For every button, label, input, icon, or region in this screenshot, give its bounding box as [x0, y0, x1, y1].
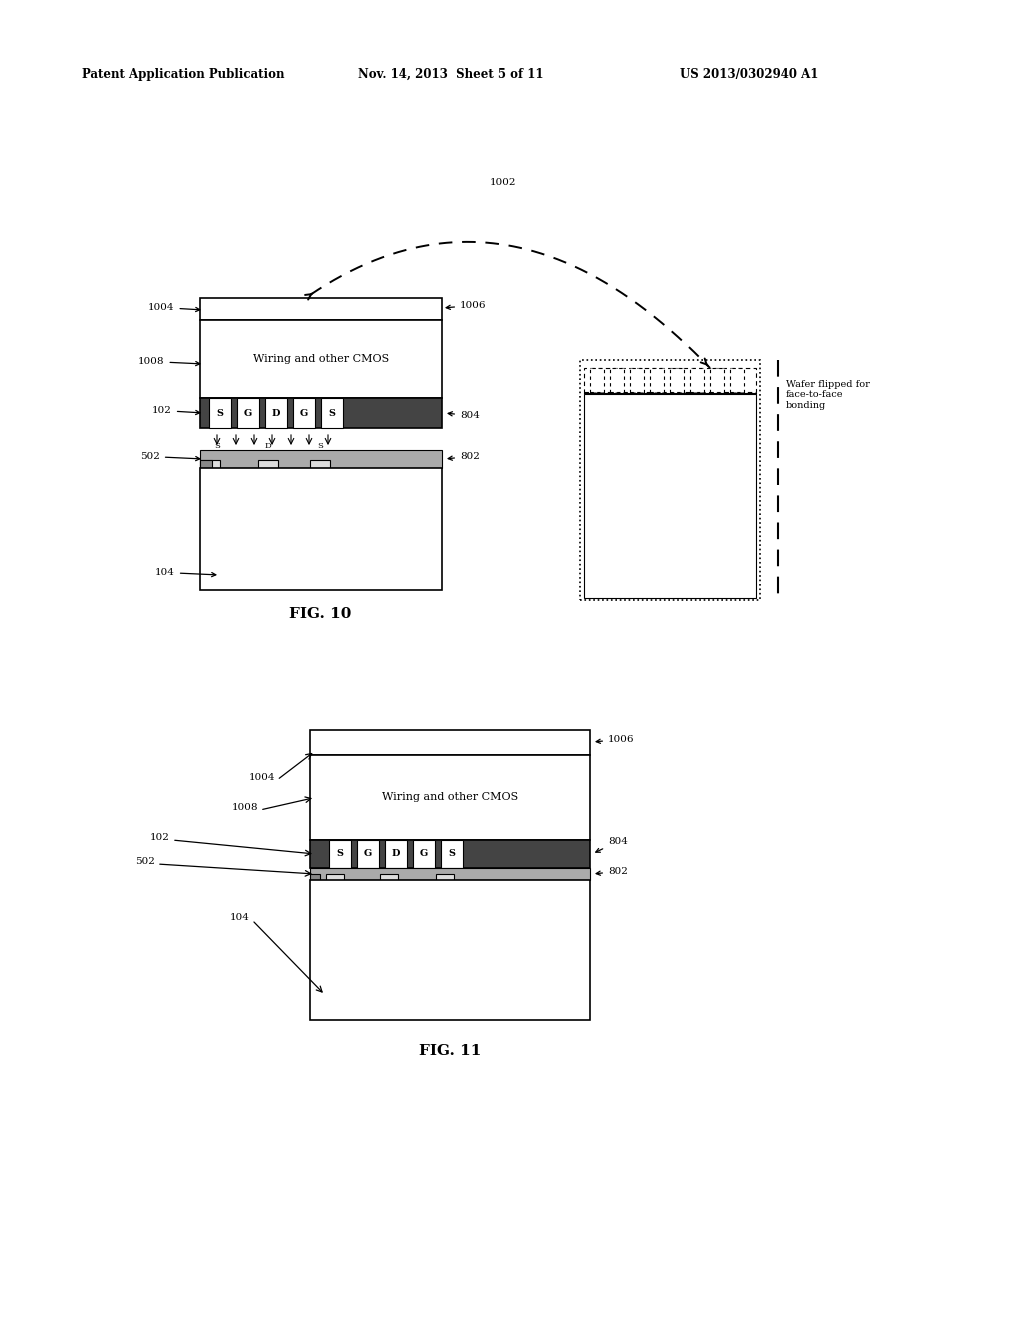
Bar [200, 319, 442, 399]
Bar [413, 840, 435, 869]
Bar [385, 840, 407, 869]
Text: 804: 804 [449, 411, 480, 420]
Text: S: S [329, 408, 336, 417]
Text: FIG. 10: FIG. 10 [289, 607, 351, 620]
Text: S: S [337, 850, 343, 858]
Bar [310, 730, 590, 755]
Text: FIG. 11: FIG. 11 [419, 1044, 481, 1059]
Bar [670, 368, 684, 392]
Text: 1006: 1006 [596, 735, 635, 744]
Bar [580, 360, 760, 601]
Text: 1002: 1002 [490, 178, 516, 187]
Text: S: S [216, 408, 223, 417]
Text: 804: 804 [596, 837, 628, 853]
Bar [630, 368, 644, 392]
Bar [237, 399, 259, 428]
Text: 1008: 1008 [231, 803, 258, 812]
Bar [690, 368, 705, 392]
Text: S: S [449, 850, 456, 858]
Text: Wiring and other CMOS: Wiring and other CMOS [382, 792, 518, 803]
Bar [590, 368, 604, 392]
Text: 102: 102 [152, 407, 200, 414]
Bar [326, 874, 344, 882]
Text: 502: 502 [140, 451, 200, 461]
Text: 1006: 1006 [446, 301, 486, 310]
Bar [357, 840, 379, 869]
Text: G: G [300, 408, 308, 417]
Bar [310, 755, 590, 840]
Text: 502: 502 [135, 857, 155, 866]
Text: 104: 104 [155, 568, 216, 577]
Text: D: D [264, 442, 271, 450]
Text: 1004: 1004 [148, 304, 200, 312]
Text: D: D [392, 850, 400, 858]
Bar [436, 874, 454, 882]
Text: 104: 104 [230, 913, 250, 921]
Bar [200, 459, 212, 470]
Text: G: G [364, 850, 372, 858]
Bar [209, 399, 231, 428]
Text: Patent Application Publication: Patent Application Publication [82, 69, 285, 81]
Bar [730, 368, 744, 392]
Bar [380, 874, 398, 882]
Bar [584, 393, 756, 598]
Text: 802: 802 [596, 867, 628, 876]
Bar [310, 869, 590, 880]
Text: G: G [244, 408, 252, 417]
Bar [610, 368, 624, 392]
Bar [310, 874, 319, 882]
Text: 102: 102 [151, 833, 170, 842]
Bar [710, 368, 724, 392]
Bar [329, 840, 351, 869]
Text: 1008: 1008 [138, 356, 200, 366]
Bar [310, 459, 330, 470]
Bar [265, 399, 287, 428]
Bar [200, 469, 442, 590]
Bar [441, 840, 463, 869]
Bar [321, 399, 343, 428]
Text: US 2013/0302940 A1: US 2013/0302940 A1 [680, 69, 818, 81]
Text: S: S [214, 442, 220, 450]
Text: Wiring and other CMOS: Wiring and other CMOS [253, 354, 389, 364]
Bar [200, 459, 220, 470]
Bar [310, 880, 590, 1020]
Bar [258, 459, 278, 470]
Text: G: G [420, 850, 428, 858]
Bar [650, 368, 664, 392]
Text: Wafer flipped for
face-to-face
bonding: Wafer flipped for face-to-face bonding [786, 380, 869, 409]
Text: 802: 802 [449, 451, 480, 461]
Bar [310, 840, 590, 869]
Bar [200, 399, 442, 428]
Bar [584, 368, 756, 392]
Text: S: S [317, 442, 323, 450]
Text: D: D [271, 408, 281, 417]
Text: 1004: 1004 [249, 774, 275, 781]
Text: Nov. 14, 2013  Sheet 5 of 11: Nov. 14, 2013 Sheet 5 of 11 [358, 69, 544, 81]
Bar [293, 399, 315, 428]
Bar [200, 298, 442, 319]
Bar [200, 450, 442, 469]
